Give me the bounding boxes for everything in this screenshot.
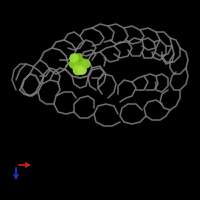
- Point: [76, 56, 80, 60]
- Point: [80, 68, 84, 72]
- Point: [72, 62, 76, 66]
- Point: [76, 68, 80, 72]
- Point: [80, 62, 84, 66]
- Point: [84, 62, 88, 66]
- Point: [72, 56, 76, 60]
